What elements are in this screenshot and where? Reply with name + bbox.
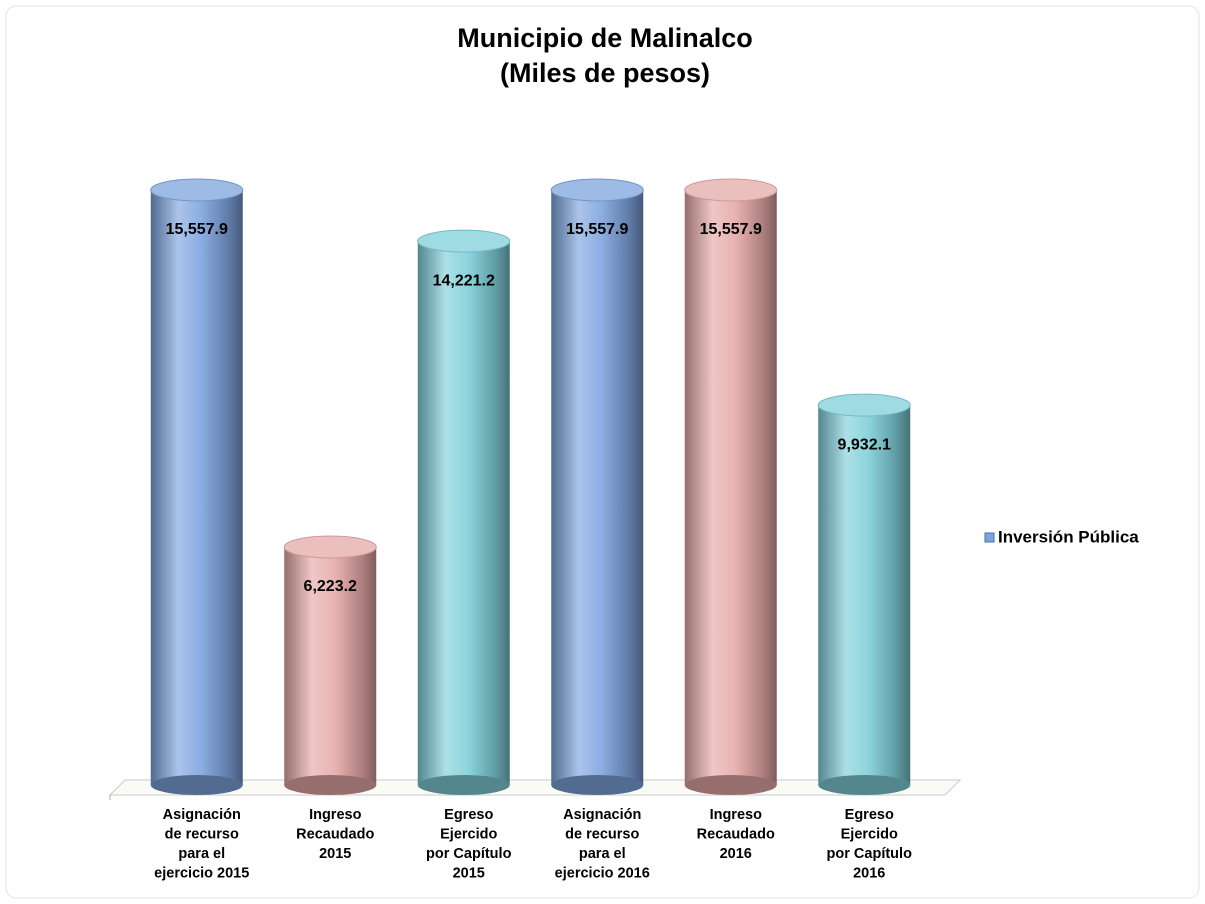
value-label: 14,221.2 [433, 272, 495, 289]
bar [417, 229, 511, 795]
x-tick-label: Egreso [845, 807, 894, 823]
x-tick-label: Asignación [163, 807, 241, 823]
legend-label: Inversión Pública [998, 527, 1139, 546]
bar [150, 178, 244, 795]
x-tick-label: Egreso [444, 807, 493, 823]
bar [684, 178, 778, 795]
legend-swatch [984, 532, 995, 543]
x-tick-label: por Capítulo [827, 846, 913, 862]
bar-body [818, 405, 911, 785]
x-tick-label: Recaudado [296, 826, 374, 842]
x-tick-label: 2015 [319, 846, 351, 862]
x-tick-label: Asignación [563, 807, 641, 823]
bar-top [817, 393, 911, 417]
value-label: 9,932.1 [838, 436, 891, 453]
bar-bottom [150, 775, 243, 795]
x-tick-label: ejercicio 2015 [154, 865, 249, 881]
bar-top [550, 178, 644, 202]
bar-bottom [284, 775, 377, 795]
x-tick-label: Ingreso [710, 807, 763, 823]
bar-top [150, 178, 244, 202]
x-tick-label: de recurso [565, 826, 639, 842]
bar-bottom [684, 775, 777, 795]
bar-body [684, 190, 777, 785]
x-tick-label: por Capítulo [426, 846, 512, 862]
bar [283, 535, 377, 795]
bar-body [284, 546, 377, 785]
bar-top [417, 229, 511, 253]
x-tick-label: de recurso [165, 826, 239, 842]
chart-title: Municipio de Malinalco [457, 23, 753, 53]
x-tick-label: 2015 [453, 865, 485, 881]
value-label: 15,557.9 [166, 221, 228, 238]
x-tick-label: Ingreso [309, 807, 362, 823]
x-tick-label: Recaudado [697, 826, 775, 842]
x-tick-label: 2016 [720, 846, 752, 862]
bar-body [551, 190, 644, 785]
bar-top [684, 178, 778, 202]
chart-subtitle: (Miles de pesos) [500, 58, 710, 88]
value-label: 6,223.2 [304, 578, 357, 595]
value-label: 15,557.9 [566, 221, 628, 238]
bar-bottom [818, 775, 911, 795]
bar-top [283, 535, 377, 559]
x-tick-label: Ejercido [440, 826, 497, 842]
bar-body [417, 241, 510, 785]
x-tick-label: para el [579, 846, 626, 862]
x-tick-label: para el [178, 846, 225, 862]
x-tick-label: ejercicio 2016 [555, 865, 650, 881]
bar [550, 178, 644, 795]
x-tick-label: 2016 [853, 865, 885, 881]
x-tick-label: Ejercido [841, 826, 898, 842]
bar-bottom [551, 775, 644, 795]
bar-body [150, 190, 243, 785]
bar [817, 393, 911, 795]
value-label: 15,557.9 [700, 221, 762, 238]
bar-bottom [417, 775, 510, 795]
